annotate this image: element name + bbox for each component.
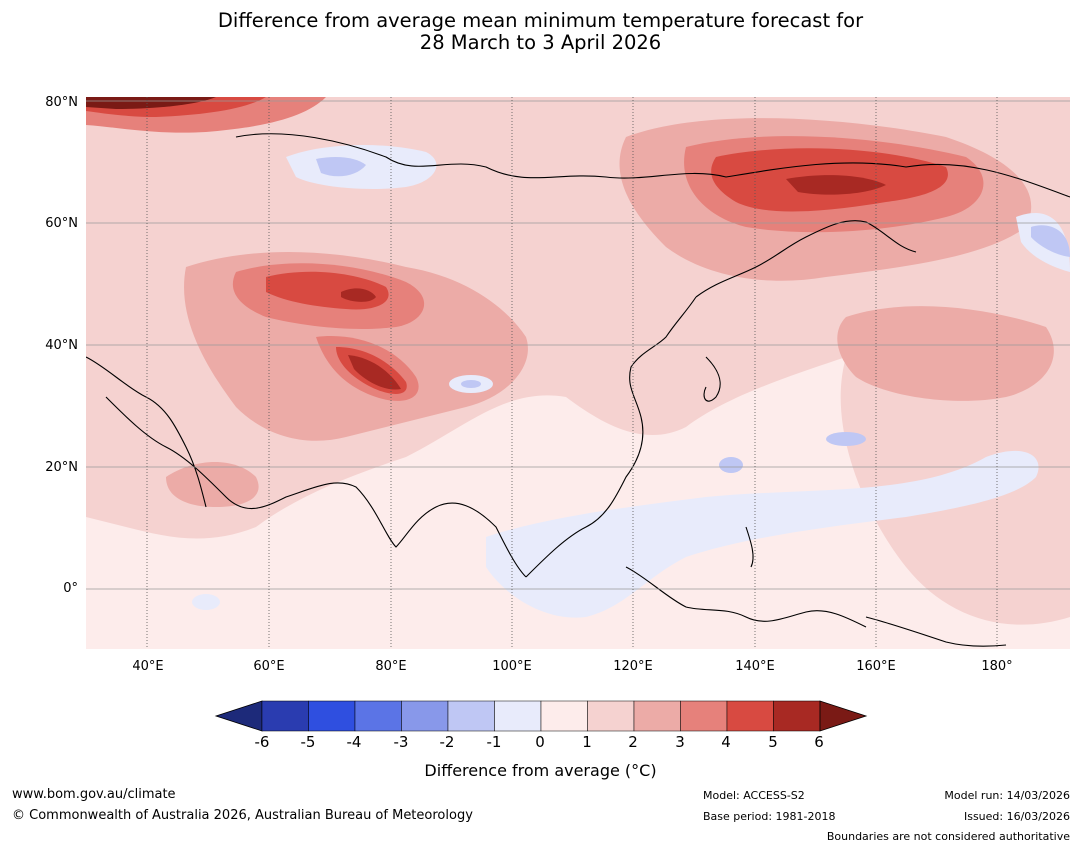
footer-website: www.bom.gov.au/climate bbox=[12, 787, 176, 802]
lon-label-60e: 60°E bbox=[253, 659, 285, 674]
lon-label-180: 180° bbox=[981, 659, 1013, 674]
colorbar-tick-label: 2 bbox=[628, 733, 638, 751]
anomaly-neg2-bering bbox=[1031, 225, 1070, 257]
footer-disclaimer: Boundaries are not considered authoritat… bbox=[826, 830, 1070, 843]
forecast-map bbox=[86, 97, 1070, 649]
colorbar bbox=[214, 700, 868, 732]
colorbar-tick-label: -5 bbox=[300, 733, 316, 751]
colorbar-tick-label: 6 bbox=[814, 733, 824, 751]
map-title: Difference from average mean minimum tem… bbox=[0, 10, 1081, 54]
colorbar-segment bbox=[540, 700, 588, 732]
anomaly-2-3-pacific bbox=[837, 306, 1054, 401]
anomaly-neg2-pacific bbox=[826, 432, 866, 446]
colorbar-tick-label: -3 bbox=[393, 733, 409, 751]
lat-label-20n: 20°N bbox=[45, 460, 78, 475]
colorbar-segment bbox=[587, 700, 635, 732]
colorbar-extend-high bbox=[819, 700, 868, 732]
footer-base-period: Base period: 1981-2018 bbox=[703, 810, 836, 823]
graticule bbox=[86, 100, 1070, 590]
footer-copyright: © Commonwealth of Australia 2026, Austra… bbox=[12, 808, 473, 823]
title-line-2: 28 March to 3 April 2026 bbox=[419, 31, 662, 54]
colorbar-segment bbox=[261, 700, 309, 732]
colorbar-segment bbox=[773, 700, 821, 732]
footer-model-run: Model run: 14/03/2026 bbox=[944, 789, 1070, 802]
colorbar-tick-label: 1 bbox=[582, 733, 592, 751]
lat-label-60n: 60°N bbox=[45, 216, 78, 231]
anomaly-neg2-philippine-sea bbox=[719, 457, 743, 473]
colorbar-tick-label: -1 bbox=[486, 733, 502, 751]
lat-label-0: 0° bbox=[63, 581, 78, 596]
colorbar-segment bbox=[447, 700, 495, 732]
map-svg bbox=[86, 97, 1070, 649]
anomaly-neg2-west-siberia bbox=[316, 157, 366, 177]
colorbar-segment bbox=[726, 700, 774, 732]
lat-label-80n: 80°N bbox=[45, 95, 78, 110]
colorbar-tick-label: 0 bbox=[535, 733, 545, 751]
anomaly-5-6-kazakhstan bbox=[341, 288, 376, 302]
colorbar-segment bbox=[494, 700, 542, 732]
colorbar-title: Difference from average (°C) bbox=[424, 761, 657, 780]
lon-label-80e: 80°E bbox=[375, 659, 407, 674]
lon-label-140e: 140°E bbox=[735, 659, 775, 674]
colorbar-tick-label: 4 bbox=[721, 733, 731, 751]
colorbar-segment bbox=[354, 700, 402, 732]
anomaly-neg2-tibet bbox=[461, 380, 481, 388]
anomaly-5-6-siberia bbox=[786, 175, 886, 195]
colorbar-tick-label: -4 bbox=[346, 733, 362, 751]
lon-label-120e: 120°E bbox=[613, 659, 653, 674]
lon-label-160e: 160°E bbox=[856, 659, 896, 674]
colorbar-segment bbox=[680, 700, 728, 732]
anomaly-neg-indian-ocean bbox=[192, 594, 220, 610]
colorbar-tick-label: 3 bbox=[675, 733, 685, 751]
colorbar-tick-label: 5 bbox=[768, 733, 778, 751]
colorbar-segment bbox=[308, 700, 356, 732]
lon-label-40e: 40°E bbox=[132, 659, 164, 674]
title-line-1: Difference from average mean minimum tem… bbox=[217, 9, 864, 32]
anomaly-2-3-arabia bbox=[166, 462, 259, 507]
footer-model: Model: ACCESS-S2 bbox=[703, 789, 805, 802]
footer-issued: Issued: 16/03/2026 bbox=[963, 810, 1070, 823]
graticule-lon bbox=[146, 97, 998, 649]
anomaly-neg-south-china-sea bbox=[486, 450, 1039, 618]
colorbar-tick-label: -6 bbox=[254, 733, 270, 751]
colorbar-extend-low bbox=[214, 700, 263, 732]
coastlines bbox=[86, 133, 1070, 647]
colorbar-tick-label: -2 bbox=[439, 733, 455, 751]
lon-label-100e: 100°E bbox=[492, 659, 532, 674]
lat-label-40n: 40°N bbox=[45, 338, 78, 353]
colorbar-segment bbox=[633, 700, 681, 732]
anomaly-5-6-pamir bbox=[348, 355, 401, 390]
colorbar-segment bbox=[401, 700, 449, 732]
anomaly-above-6-arctic bbox=[86, 97, 216, 109]
